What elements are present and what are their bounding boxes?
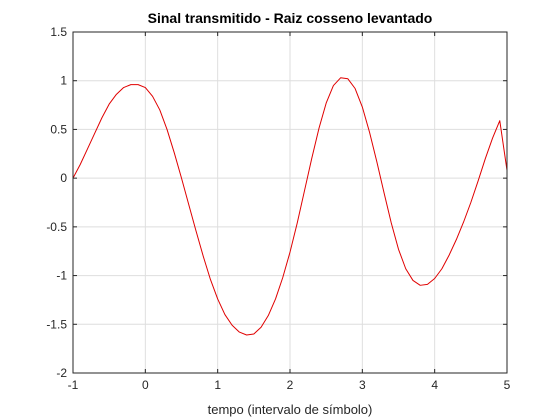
series-line bbox=[72, 77, 508, 336]
series-layer bbox=[72, 77, 508, 336]
x-tick-label: 4 bbox=[431, 378, 438, 392]
x-tick-label: -1 bbox=[68, 378, 79, 392]
y-tick-label: -1.5 bbox=[46, 317, 67, 331]
y-tick-label: 0 bbox=[60, 171, 67, 185]
x-tick-label: 1 bbox=[214, 378, 221, 392]
chart-title: Sinal transmitido - Raiz cosseno levanta… bbox=[148, 10, 433, 26]
y-tick-label: 0.5 bbox=[50, 122, 67, 136]
x-tick-label: 2 bbox=[287, 378, 294, 392]
x-tick-label: 5 bbox=[504, 378, 511, 392]
y-tick-label: 1.5 bbox=[50, 25, 67, 39]
y-tick-label: -0.5 bbox=[46, 220, 67, 234]
x-tick-label: 0 bbox=[142, 378, 149, 392]
x-axis-label: tempo (intervalo de símbolo) bbox=[208, 402, 373, 417]
x-tick-label: 3 bbox=[359, 378, 366, 392]
y-tick-label: 1 bbox=[60, 74, 67, 88]
grid-lines bbox=[73, 32, 507, 373]
y-tick-label: -1 bbox=[56, 269, 67, 283]
ticks-layer: -1 0 1 2 3 4 5 -2 -1.5 -1 -0.5 0 0.5 1 1.5 bbox=[46, 25, 510, 392]
y-tick-label: -2 bbox=[56, 366, 67, 380]
